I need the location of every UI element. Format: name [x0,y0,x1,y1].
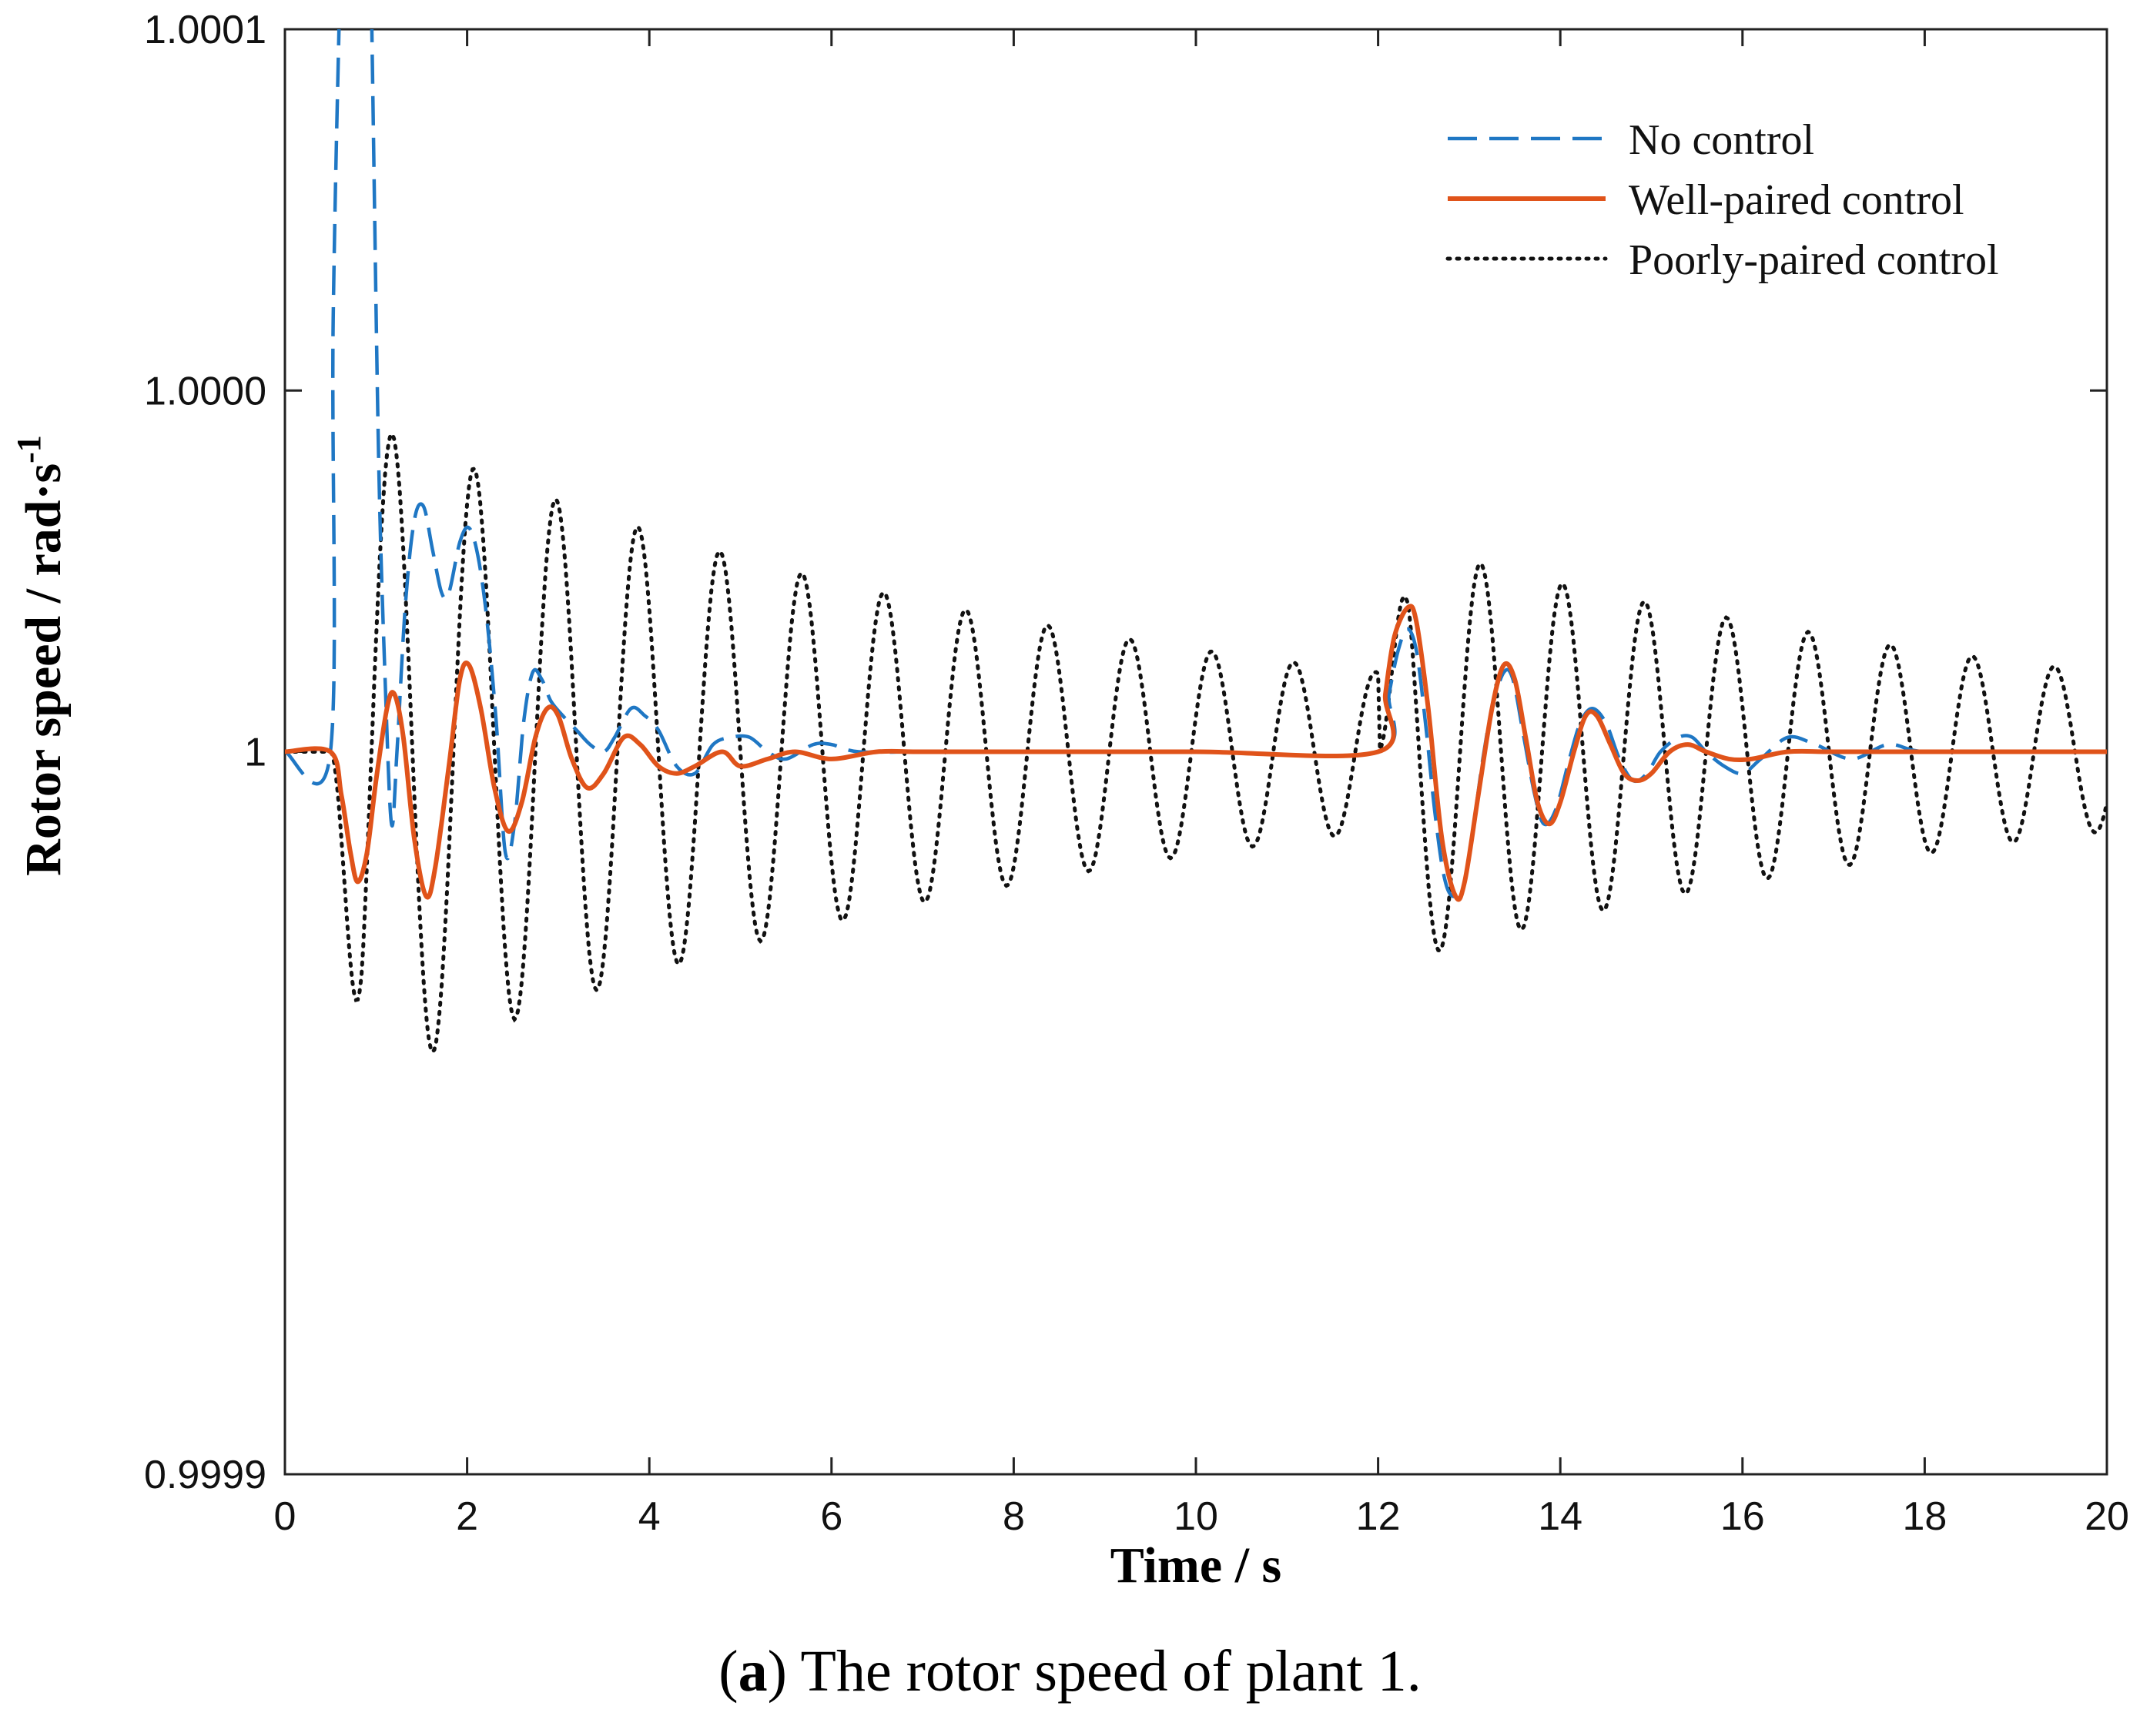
x-tick-label: 16 [1720,1494,1765,1539]
caption-text: ) The rotor speed of plant 1. [767,1639,1422,1704]
axis-titles: Time / s Rotor speed / rad·s-1 [10,435,1281,1594]
legend-label-3: Poorly-paired control [1629,236,1999,284]
y-tick-label: 1.0000 [144,369,266,413]
x-tick-label: 0 [274,1494,296,1539]
x-tick-label: 12 [1356,1494,1401,1539]
y-axis-title: Rotor speed / rad·s-1 [10,435,72,876]
x-tick-label: 4 [638,1494,661,1539]
legend-label-2: Well-paired control [1629,176,1964,224]
legend: No control Well-paired control Poorly-pair… [1445,116,1999,284]
figure-caption: (a) The rotor speed of plant 1. [0,1638,2140,1705]
x-tick-label: 20 [2085,1494,2129,1539]
y-tick-label: 1.0001 [144,8,266,52]
y-tick-label: 1 [244,731,266,775]
x-tick-label: 8 [1003,1494,1025,1539]
caption-prefix: ( [718,1639,738,1704]
y-tick-label: 0.9999 [144,1453,266,1497]
series-line-poorly-paired-control [285,431,2107,1056]
legend-label-1: No control [1629,116,1814,164]
y-axis-title-main: Rotor speed / rad·s [15,463,72,876]
caption-letter: a [738,1639,768,1704]
series-line-no-control [285,29,2107,898]
series-layer [285,29,2107,1056]
x-tick-label: 10 [1174,1494,1218,1539]
x-tick-label: 2 [456,1494,478,1539]
x-tick-label: 14 [1538,1494,1582,1539]
y-axis-title-superscript: -1 [10,435,48,463]
x-axis-title: Time / s [1110,1537,1281,1594]
x-tick-label: 18 [1902,1494,1947,1539]
x-tick-label: 6 [820,1494,842,1539]
series-line-well-paired-control [285,604,2107,902]
